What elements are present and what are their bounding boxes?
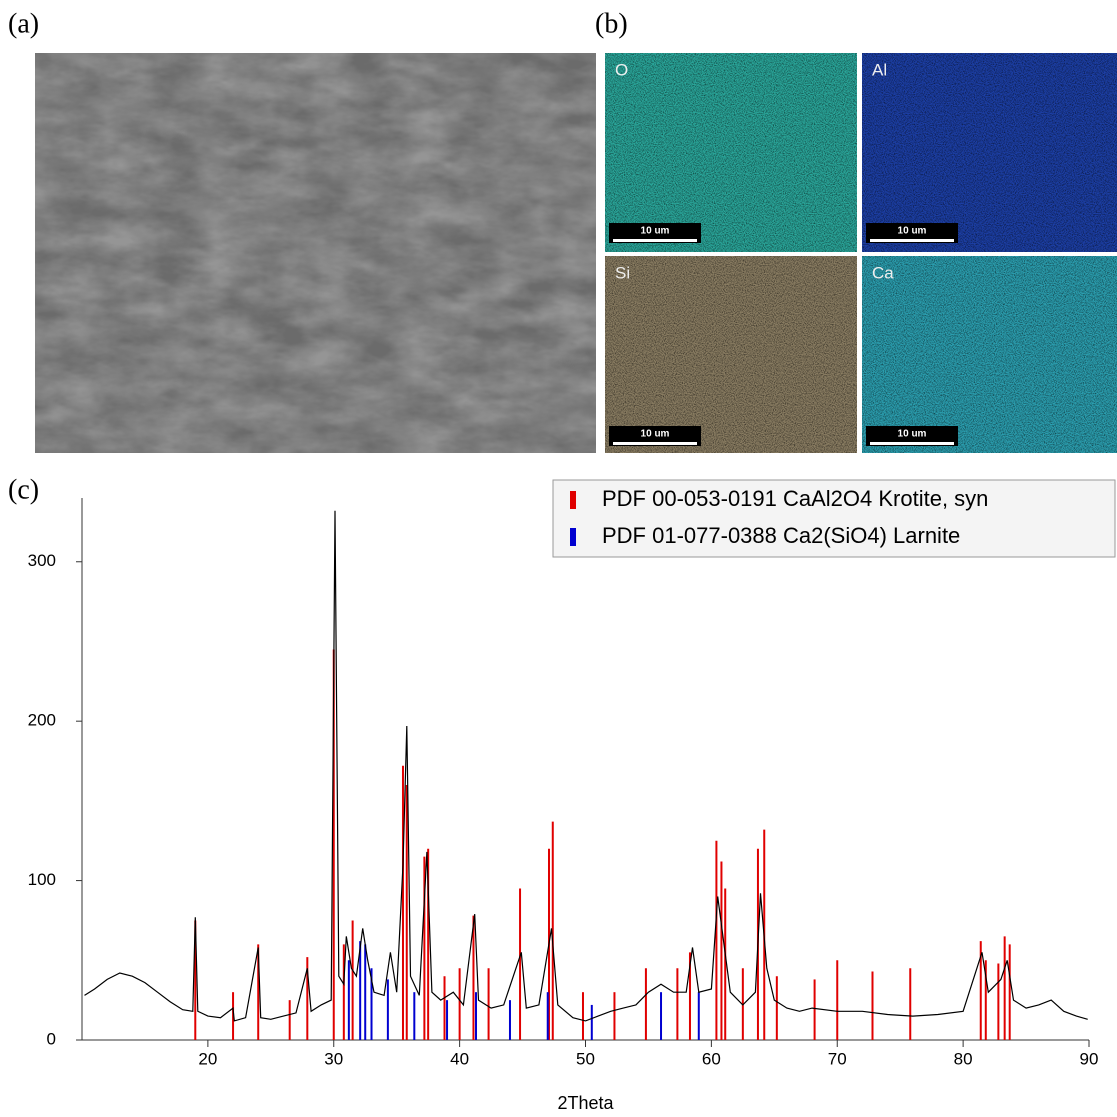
x-tick-label: 60 [702, 1049, 721, 1068]
scale-bar [866, 223, 958, 243]
legend-label: PDF 00-053-0191 CaAl2O4 Krotite, syn [602, 486, 988, 511]
scale-bar-label: 10 um [898, 429, 927, 440]
scale-bar [609, 223, 701, 243]
scale-bar-label: 10 um [641, 226, 670, 237]
element-label: Al [872, 60, 887, 79]
scale-bar-line [613, 239, 697, 242]
x-tick-label: 90 [1080, 1049, 1099, 1068]
scale-bar-line [613, 442, 697, 445]
x-tick-label: 50 [576, 1049, 595, 1068]
x-tick-label: 30 [324, 1049, 343, 1068]
panel-label: (b) [595, 8, 628, 39]
scale-bar-label: 10 um [641, 429, 670, 440]
scale-bar-line [870, 442, 954, 445]
scale-bar-label: 10 um [898, 226, 927, 237]
y-tick-label: 0 [47, 1029, 56, 1048]
x-tick-label: 80 [954, 1049, 973, 1068]
divider [605, 252, 1117, 256]
y-tick-label: 300 [28, 551, 56, 570]
sem-texture [35, 53, 596, 453]
y-tick-label: 100 [28, 870, 56, 889]
legend-label: PDF 01-077-0388 Ca2(SiO4) Larnite [602, 523, 960, 548]
scale-bar [866, 426, 958, 446]
x-tick-label: 20 [198, 1049, 217, 1068]
panel-label: (a) [8, 8, 39, 39]
x-tick-label: 70 [828, 1049, 847, 1068]
element-label: O [615, 60, 628, 79]
legend-swatch [570, 528, 576, 546]
element-label: Ca [872, 263, 894, 282]
pattern-line [84, 510, 1088, 1022]
x-tick-label: 40 [450, 1049, 469, 1068]
scale-bar [609, 426, 701, 446]
element-label: Si [615, 263, 630, 282]
panel-label: (c) [8, 474, 39, 505]
y-tick-label: 200 [28, 711, 56, 730]
legend-box [552, 479, 1116, 558]
scale-bar-line [870, 239, 954, 242]
eds-maps [605, 53, 1117, 453]
x-axis-label: 2Theta [557, 1093, 614, 1113]
legend-swatch [570, 491, 576, 509]
